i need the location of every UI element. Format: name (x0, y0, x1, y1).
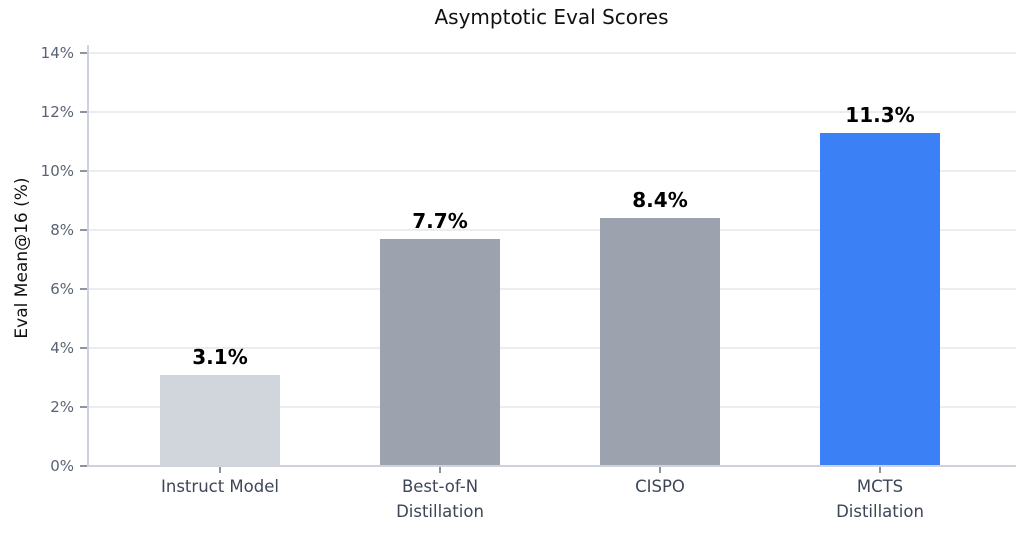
y-tick-mark (80, 347, 87, 349)
x-tick-label: Instruct Model (161, 477, 279, 496)
bar (820, 132, 940, 466)
gridline (87, 229, 1016, 231)
chart-title: Asymptotic Eval Scores (434, 5, 669, 29)
bar-value-label: 7.7% (412, 208, 468, 233)
gridline (87, 170, 1016, 172)
x-tick-label: CISPO (635, 477, 685, 496)
x-tick-mark (219, 467, 221, 473)
gridline (87, 288, 1016, 290)
y-axis-spine (87, 45, 89, 467)
bar-value-label: 11.3% (845, 102, 915, 127)
y-tick-label: 6% (50, 280, 74, 298)
y-tick-label: 10% (40, 162, 74, 180)
x-tick-mark (659, 467, 661, 473)
y-tick-mark (80, 111, 87, 113)
y-tick-mark (80, 229, 87, 231)
gridline (87, 52, 1016, 54)
y-tick-mark (80, 52, 87, 54)
y-tick-label: 14% (40, 44, 74, 62)
bar (600, 218, 720, 466)
y-tick-label: 8% (50, 221, 74, 239)
y-tick-label: 4% (50, 339, 74, 357)
y-tick-label: 2% (50, 398, 74, 416)
x-tick-mark (439, 467, 441, 473)
bar-value-label: 3.1% (192, 344, 248, 369)
bar (380, 238, 500, 466)
x-axis-spine (87, 465, 1016, 467)
gridline (87, 347, 1016, 349)
x-tick-mark (879, 467, 881, 473)
bar-value-label: 8.4% (632, 188, 688, 213)
x-tick-label: MCTS Distillation (836, 477, 924, 521)
x-tick-label: Best-of-N Distillation (396, 477, 484, 521)
y-tick-mark (80, 288, 87, 290)
bar (160, 374, 280, 466)
y-tick-mark (80, 406, 87, 408)
y-tick-label: 12% (40, 103, 74, 121)
y-tick-label: 0% (50, 457, 74, 475)
gridline (87, 406, 1016, 408)
y-tick-mark (80, 170, 87, 172)
gridline (87, 111, 1016, 113)
y-tick-mark (80, 465, 87, 467)
